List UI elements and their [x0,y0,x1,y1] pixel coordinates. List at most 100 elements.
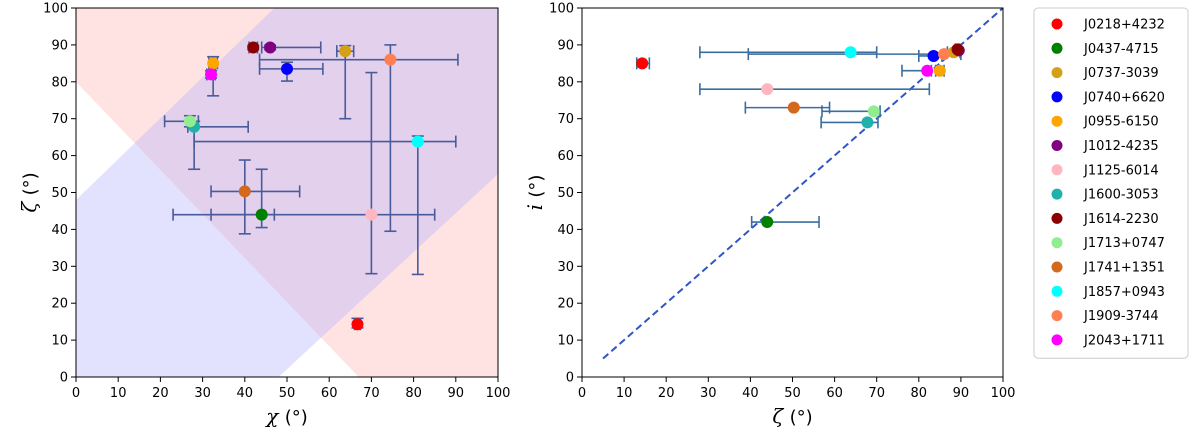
y-tick-label: 100 [43,2,68,17]
legend: J0218+4232 J0437-4715 J0737-3039 J0740+6620… [1033,7,1189,359]
point-j1614-2230 [951,43,964,56]
legend-label: J1713+0747 [1083,236,1165,251]
errorbar-j1909-3744 [258,44,459,233]
legend-box [1033,7,1189,359]
legend-entry-j0437-4715: J0437-4715 [1051,42,1159,57]
x-tick-label: 50 [784,386,801,401]
legend-label: J1909-3744 [1083,309,1159,324]
legend-label: J0740+6620 [1083,90,1165,105]
point-j2043-1711 [205,68,218,81]
legend-entry-j2043-1711: J2043+1711 [1051,333,1165,348]
x-tick-label: 90 [448,386,465,401]
y-tick-label: 80 [557,75,574,90]
reference-line [602,8,1003,360]
x-axis: 0 10 20 30 40 50 60 70 80 90 100 [72,377,511,401]
legend-marker [1051,285,1063,297]
point-j1857-0943 [411,135,424,148]
x-tick-label: 60 [826,386,843,401]
legend-label: J0218+4232 [1083,18,1165,33]
y-tick-label: 20 [557,297,574,312]
legend-entry-j1614-2230: J1614-2230 [1051,212,1159,227]
legend-marker [1051,18,1063,30]
point-j0218-4232 [351,318,364,331]
x-tick-label: 30 [700,386,717,401]
point-j0737-3039 [339,45,352,58]
y-tick-label: 10 [51,334,68,349]
legend-marker [1051,140,1063,151]
y-tick-label: 0 [566,371,574,386]
x-axis: 0 10 20 30 40 50 60 70 80 90 100 [578,377,1016,401]
errorbar-j1741-1351 [744,101,831,114]
y-tick-label: 10 [557,334,574,349]
legend-label: J2043+1711 [1083,333,1165,348]
y-tick-label: 30 [557,260,574,275]
plot-area [76,8,498,377]
y-tick-label: 0 [60,371,68,386]
point-j1614-2230 [247,41,260,54]
point-j0437-4715 [255,208,268,221]
legend-entry-j1909-3744: J1909-3744 [1051,309,1159,324]
y-tick-label: 60 [557,149,574,164]
x-tick-label: 40 [742,386,759,401]
pink-region [76,8,498,377]
legend-entry-j1713-0747: J1713+0747 [1051,236,1165,251]
x-tick-label: 0 [578,386,586,401]
right-panel: 0 10 20 30 40 50 60 70 80 90 100 0 10 20 30 40 50 60 70 80 9… [523,2,1015,429]
y-tick-label: 50 [557,186,574,201]
y-axis-label: ζ (°) [17,172,41,212]
legend-marker [1051,334,1063,346]
legend-label: J1741+1351 [1083,261,1165,276]
point-j1857-0943 [844,46,857,59]
x-tick-label: 70 [868,386,885,401]
legend-label: J1125-6014 [1083,163,1159,178]
x-tick-label: 0 [72,386,80,401]
legend-label: J1857+0943 [1083,285,1165,300]
x-axis-label: ζ (°) [772,404,812,428]
legend-entry-j1600-3053: J1600-3053 [1051,188,1159,203]
y-tick-label: 70 [557,112,574,127]
point-j0218-4232 [636,57,649,70]
legend-label: J0955-6150 [1083,115,1159,130]
y-tick-label: 50 [51,186,68,201]
x-tick-label: 30 [194,386,211,401]
x-tick-label: 70 [363,386,380,401]
x-tick-label: 40 [237,386,254,401]
y-tick-label: 30 [51,260,68,275]
y-axis: 0 10 20 30 40 50 60 70 80 90 100 [549,2,582,386]
point-j0955-6150 [207,57,220,70]
point-j1713-0747 [183,115,196,128]
y-tick-label: 90 [557,38,574,53]
y-tick-label: 90 [51,38,68,53]
x-tick-label: 100 [486,386,511,401]
legend-entry-j1012-4235: J1012-4235 [1051,139,1159,154]
point-j2043-1711 [921,64,934,77]
point-j0437-4715 [761,216,774,229]
legend-entry-j1741-1351: J1741+1351 [1051,261,1165,276]
legend-marker [1051,188,1063,200]
x-tick-label: 20 [152,386,169,401]
y-tick-label: 20 [51,297,68,312]
y-tick-label: 40 [557,223,574,238]
y-axis: 0 10 20 30 40 50 60 70 80 90 100 [43,2,76,386]
y-tick-label: 80 [51,75,68,90]
errorbar-j1125-6014 [699,83,931,96]
legend-marker [1051,42,1063,54]
errorbar-j1125-6014 [210,71,436,275]
legend-entry-j1857-0943: J1857+0943 [1051,285,1165,300]
point-j1713-0747 [867,105,880,118]
x-tick-label: 80 [405,386,422,401]
legend-marker [1051,91,1063,103]
point-j0740-6620 [281,62,293,75]
point-j1909-3744 [384,53,397,66]
legend-marker [1051,212,1063,224]
x-tick-label: 100 [991,386,1016,401]
point-j1741-1351 [238,185,251,198]
legend-label: J0437-4715 [1083,42,1159,57]
blue-region [76,8,498,377]
legend-marker [1051,261,1063,273]
point-j0955-6150 [933,64,946,77]
y-axis-label: i (°) [523,175,547,211]
legend-label: J1600-3053 [1083,188,1159,203]
y-tick-label: 60 [51,149,68,164]
left-panel: 0 10 20 30 40 50 60 70 80 90 100 0 10 20 30 40 50 60 70 80 9… [17,2,510,429]
